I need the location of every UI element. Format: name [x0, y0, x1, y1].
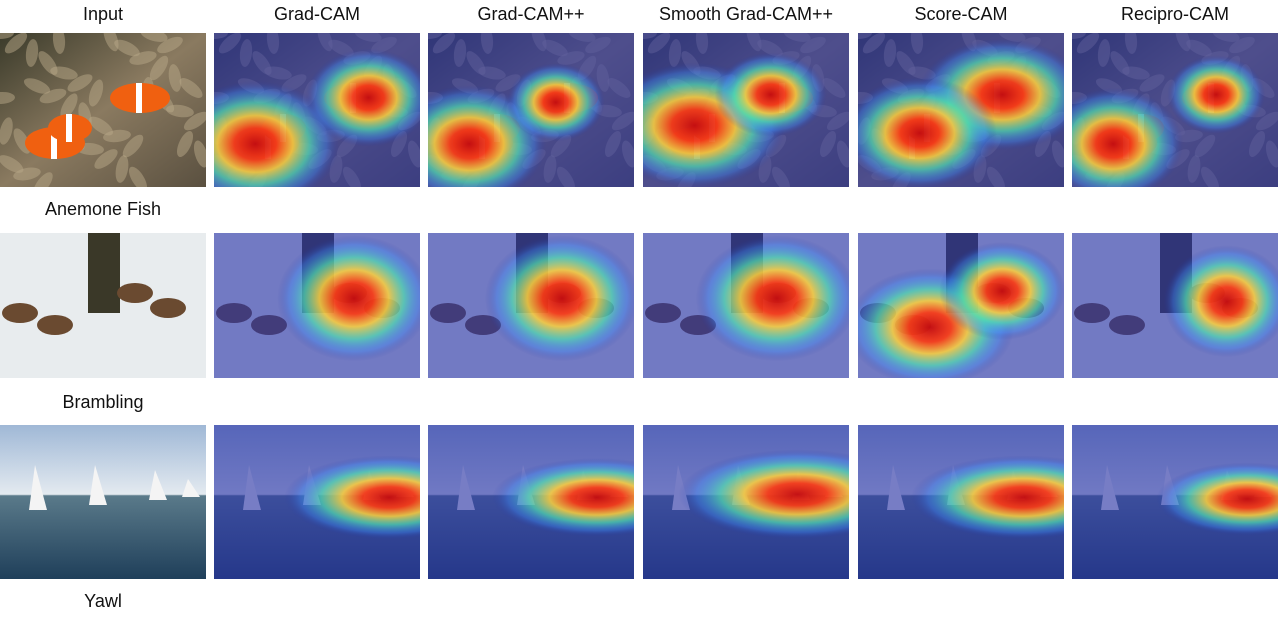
bird — [150, 298, 186, 318]
column-header: Grad-CAM++ — [477, 4, 584, 24]
tentacle — [33, 172, 53, 187]
tentacle — [88, 79, 104, 107]
activation — [695, 235, 849, 362]
tentacle — [140, 33, 168, 42]
tentacle — [0, 33, 14, 39]
tentacle — [176, 131, 194, 157]
tentacle — [149, 55, 169, 81]
activation — [491, 458, 634, 537]
tentacle — [4, 33, 28, 54]
activation — [1167, 55, 1266, 134]
activation — [277, 235, 420, 362]
tentacle — [193, 140, 206, 168]
sail — [89, 465, 107, 505]
column-header: Recipro-CAM — [1121, 4, 1229, 24]
tentacle — [122, 134, 144, 158]
input-image — [0, 233, 206, 378]
heatmap-image — [214, 233, 420, 378]
activation — [910, 455, 1064, 540]
tentacle — [52, 33, 66, 54]
heatmap-image — [858, 425, 1064, 579]
heatmap-image — [428, 425, 634, 579]
activation — [1163, 245, 1278, 358]
input-image — [0, 33, 206, 187]
heatmap-image — [428, 33, 634, 187]
column-header: Smooth Grad-CAM++ — [659, 4, 833, 24]
activation — [506, 63, 605, 142]
tentacle — [0, 155, 24, 173]
heatmap-image — [428, 233, 634, 378]
activation — [858, 77, 997, 187]
column-header: Input — [83, 4, 123, 24]
column-header: Score-CAM — [914, 4, 1007, 24]
heatmap-image — [214, 33, 420, 187]
tentacle — [115, 155, 129, 183]
heatmap-image — [643, 425, 849, 579]
row-label: Anemone Fish — [45, 199, 161, 219]
heatmap-image — [1072, 33, 1278, 187]
tentacle — [166, 104, 194, 118]
heatmap-image — [643, 33, 849, 187]
bird — [37, 315, 73, 335]
activation — [678, 449, 849, 540]
row-label: Yawl — [84, 591, 122, 611]
tentacle — [50, 66, 78, 80]
sail — [149, 470, 167, 500]
heatmap-image — [1072, 425, 1278, 579]
heatmap-image — [643, 233, 849, 378]
tentacle — [0, 91, 15, 105]
tentacle — [103, 129, 131, 143]
activation — [284, 455, 420, 540]
fish-stripe — [66, 114, 72, 142]
activation — [484, 235, 634, 362]
tentacle — [23, 78, 51, 94]
tentacle — [39, 88, 67, 104]
activation — [305, 48, 420, 147]
activation — [1156, 462, 1278, 536]
column-header: Grad-CAM — [274, 4, 360, 24]
activation — [1072, 87, 1184, 187]
activation — [939, 242, 1064, 340]
tentacle — [179, 78, 203, 98]
tentacle — [114, 39, 140, 57]
fish-stripe — [136, 83, 142, 113]
tentacle — [183, 111, 206, 131]
bird — [117, 283, 153, 303]
sail — [182, 479, 200, 497]
tentacle — [129, 166, 147, 187]
heatmap-image — [1072, 233, 1278, 378]
heatmap-image — [858, 233, 1064, 378]
bird — [2, 303, 38, 323]
heatmap-image — [858, 33, 1064, 187]
fish-stripe — [51, 127, 57, 159]
input-image — [0, 425, 206, 579]
heatmap-image — [214, 425, 420, 579]
tentacle — [94, 149, 118, 169]
post — [88, 233, 120, 313]
tentacle — [25, 39, 39, 67]
tentacle — [129, 51, 157, 65]
tentacle — [0, 117, 13, 145]
tentacle — [168, 64, 182, 92]
tentacle — [60, 93, 78, 119]
sail — [29, 465, 47, 510]
tentacle — [13, 167, 41, 181]
tentacle — [157, 36, 183, 54]
tentacle — [89, 116, 113, 136]
tentacle — [67, 74, 93, 92]
row-label: Brambling — [62, 392, 143, 412]
activation — [714, 52, 827, 137]
